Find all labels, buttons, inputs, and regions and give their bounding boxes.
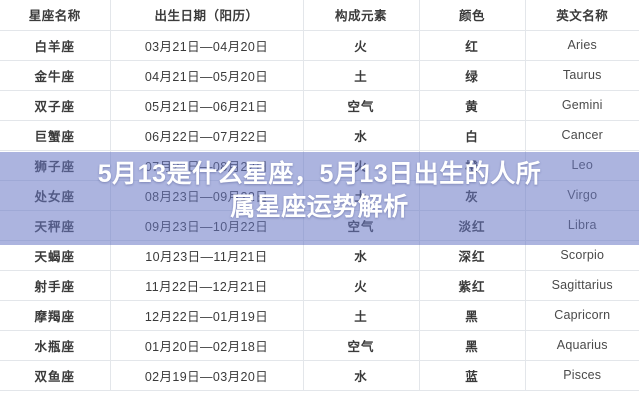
table-row: 双子座 05月21日—06月21日 空气 黄 Gemini <box>0 90 639 121</box>
cell-birth-date: 07月23日—08月22日 <box>110 150 304 181</box>
table-row: 狮子座 07月23日—08月22日 火 橙 Leo <box>0 150 639 181</box>
cell-element: 火 <box>303 270 420 301</box>
table-row: 金牛座 04月21日—05月20日 土 绿 Taurus <box>0 60 639 91</box>
cell-birth-date: 02月19日—03月20日 <box>110 360 304 391</box>
cell-color: 橙 <box>419 150 526 181</box>
cell-birth-date: 08月23日—09月22日 <box>110 180 304 211</box>
table-header: 星座名称 出生日期（阳历） 构成元素 颜色 英文名称 <box>0 0 639 31</box>
zodiac-table: 星座名称 出生日期（阳历） 构成元素 颜色 英文名称 白羊座 03月21日—04… <box>0 0 639 391</box>
table-row: 巨蟹座 06月22日—07月22日 水 白 Cancer <box>0 120 639 151</box>
cell-color: 紫红 <box>419 270 526 301</box>
cell-sign-name: 天蝎座 <box>0 240 111 271</box>
cell-color: 灰 <box>419 180 526 211</box>
table-row: 水瓶座 01月20日—02月18日 空气 黑 Aquarius <box>0 330 639 361</box>
column-header-date: 出生日期（阳历） <box>110 0 304 31</box>
cell-birth-date: 04月21日—05月20日 <box>110 60 304 91</box>
cell-english-name: Pisces <box>525 360 639 391</box>
cell-color: 深红 <box>419 240 526 271</box>
cell-sign-name: 水瓶座 <box>0 330 111 361</box>
cell-sign-name: 摩羯座 <box>0 300 111 331</box>
cell-english-name: Gemini <box>525 90 639 121</box>
cell-color: 黑 <box>419 300 526 331</box>
cell-element: 水 <box>303 240 420 271</box>
cell-english-name: Leo <box>525 150 639 181</box>
column-header-color: 颜色 <box>419 0 526 31</box>
cell-english-name: Taurus <box>525 60 639 91</box>
cell-color: 白 <box>419 120 526 151</box>
table-header-row: 星座名称 出生日期（阳历） 构成元素 颜色 英文名称 <box>0 0 639 31</box>
cell-color: 黑 <box>419 330 526 361</box>
column-header-english: 英文名称 <box>525 0 639 31</box>
cell-birth-date: 10月23日—11月21日 <box>110 240 304 271</box>
table-row: 处女座 08月23日—09月22日 土 灰 Virgo <box>0 180 639 211</box>
cell-color: 绿 <box>419 60 526 91</box>
cell-english-name: Aries <box>525 30 639 61</box>
column-header-element: 构成元素 <box>303 0 420 31</box>
cell-element: 土 <box>303 300 420 331</box>
cell-sign-name: 金牛座 <box>0 60 111 91</box>
cell-english-name: Capricorn <box>525 300 639 331</box>
cell-element: 空气 <box>303 330 420 361</box>
cell-sign-name: 天秤座 <box>0 210 111 241</box>
cell-color: 红 <box>419 30 526 61</box>
cell-element: 空气 <box>303 210 420 241</box>
table-row: 摩羯座 12月22日—01月19日 土 黑 Capricorn <box>0 300 639 331</box>
cell-sign-name: 处女座 <box>0 180 111 211</box>
cell-element: 火 <box>303 150 420 181</box>
cell-english-name: Scorpio <box>525 240 639 271</box>
cell-element: 土 <box>303 180 420 211</box>
cell-element: 水 <box>303 120 420 151</box>
cell-birth-date: 12月22日—01月19日 <box>110 300 304 331</box>
cell-english-name: Aquarius <box>525 330 639 361</box>
table-row: 白羊座 03月21日—04月20日 火 红 Aries <box>0 30 639 61</box>
cell-element: 火 <box>303 30 420 61</box>
cell-sign-name: 狮子座 <box>0 150 111 181</box>
table-row: 天蝎座 10月23日—11月21日 水 深红 Scorpio <box>0 240 639 271</box>
cell-birth-date: 01月20日—02月18日 <box>110 330 304 361</box>
cell-sign-name: 白羊座 <box>0 30 111 61</box>
cell-birth-date: 03月21日—04月20日 <box>110 30 304 61</box>
cell-color: 淡红 <box>419 210 526 241</box>
cell-element: 空气 <box>303 90 420 121</box>
cell-birth-date: 05月21日—06月21日 <box>110 90 304 121</box>
cell-sign-name: 双鱼座 <box>0 360 111 391</box>
column-header-name: 星座名称 <box>0 0 111 31</box>
table-row: 天秤座 09月23日—10月22日 空气 淡红 Libra <box>0 210 639 241</box>
cell-english-name: Sagittarius <box>525 270 639 301</box>
table-body: 白羊座 03月21日—04月20日 火 红 Aries 金牛座 04月21日—0… <box>0 30 639 391</box>
cell-english-name: Virgo <box>525 180 639 211</box>
cell-sign-name: 双子座 <box>0 90 111 121</box>
table-row: 双鱼座 02月19日—03月20日 水 蓝 Pisces <box>0 360 639 391</box>
table-row: 射手座 11月22日—12月21日 火 紫红 Sagittarius <box>0 270 639 301</box>
cell-sign-name: 射手座 <box>0 270 111 301</box>
cell-birth-date: 11月22日—12月21日 <box>110 270 304 301</box>
cell-english-name: Libra <box>525 210 639 241</box>
cell-birth-date: 06月22日—07月22日 <box>110 120 304 151</box>
cell-sign-name: 巨蟹座 <box>0 120 111 151</box>
cell-element: 土 <box>303 60 420 91</box>
cell-birth-date: 09月23日—10月22日 <box>110 210 304 241</box>
cell-color: 蓝 <box>419 360 526 391</box>
cell-english-name: Cancer <box>525 120 639 151</box>
cell-element: 水 <box>303 360 420 391</box>
cell-color: 黄 <box>419 90 526 121</box>
